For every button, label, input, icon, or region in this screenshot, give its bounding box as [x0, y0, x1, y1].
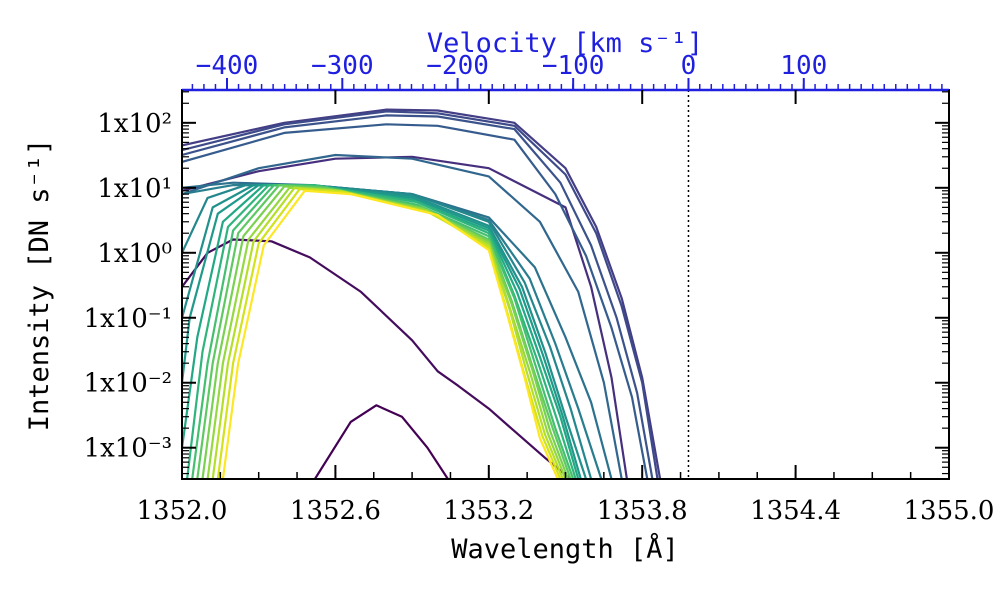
series-line-5	[182, 110, 659, 479]
x-tick-label-2: 1352.6	[290, 496, 381, 526]
series-line-12	[182, 184, 588, 479]
velocity-tick-label-2: −300	[311, 51, 374, 81]
x-axis-title: Wavelength [Å]	[451, 533, 679, 565]
x-tick-label-3: 1353.2	[443, 496, 534, 526]
velocity-tick-label-5: 0	[681, 51, 697, 81]
y-tick-label-3: 1x10⁰	[97, 239, 172, 269]
series-line-2	[182, 238, 572, 479]
x-tick-label-1: 1352.0	[137, 496, 228, 526]
series-line-15	[186, 184, 577, 479]
x-tick-label-5: 1354.4	[750, 496, 841, 526]
x-tick-label-6: 1355.0	[904, 496, 995, 526]
bottom-x-axis: 1352.0 1352.6 1353.2 1353.8 1354.4 1355.0	[137, 90, 995, 526]
series-line-8	[182, 153, 623, 479]
top-axis-title: Velocity [km s⁻¹]	[427, 28, 703, 59]
series-line-20	[211, 186, 564, 479]
velocity-tick-label-4: −100	[542, 51, 605, 81]
y-axis-title: Intensity [DN s⁻¹]	[24, 139, 55, 432]
plot-frame	[181, 89, 950, 480]
left-y-axis: 1x10² 1x10¹ 1x10⁰ 1x10⁻¹ 1x10⁻² 1x10⁻³	[84, 91, 949, 475]
series-line-14	[182, 184, 580, 479]
series-layer	[182, 108, 662, 479]
velocity-tick-label-6: 100	[780, 51, 827, 81]
y-tick-label-1: 1x10²	[97, 109, 172, 139]
series-line-11	[182, 184, 593, 479]
series-line-7	[182, 123, 649, 479]
x-tick-label-4: 1353.8	[597, 496, 688, 526]
series-line-19	[206, 186, 567, 479]
velocity-tick-label-1: −400	[196, 51, 259, 81]
series-line-22	[221, 189, 559, 479]
series-line-21	[216, 188, 562, 479]
series-line-13	[182, 184, 582, 479]
top-velocity-axis: −400 −300 −200 −100 0 100	[191, 51, 943, 90]
series-line-1	[313, 404, 449, 479]
series-line-9	[182, 181, 613, 479]
y-tick-label-2: 1x10¹	[97, 174, 172, 204]
velocity-tick-label-3: −200	[426, 51, 489, 81]
y-tick-label-4: 1x10⁻¹	[84, 304, 172, 334]
y-tick-label-5: 1x10⁻²	[84, 369, 172, 399]
series-line-17	[196, 184, 572, 479]
series-line-16	[191, 184, 575, 479]
series-line-6	[182, 114, 654, 479]
y-tick-label-6: 1x10⁻³	[84, 434, 172, 464]
series-line-4	[182, 108, 662, 479]
series-line-3	[182, 155, 628, 479]
